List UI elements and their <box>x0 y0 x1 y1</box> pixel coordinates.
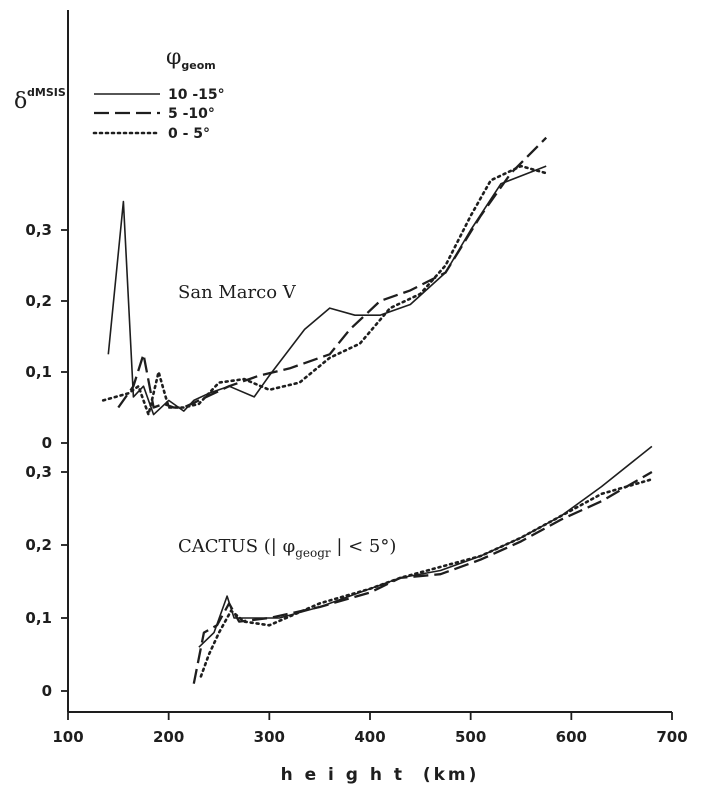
x-tick-label: 300 <box>254 728 285 746</box>
y-axis-label-superscript: dMSIS <box>27 86 66 99</box>
series-line-lower-dashed <box>192 471 653 684</box>
legend-entry-solid: 10 -15° <box>168 87 225 103</box>
series-lines <box>101 136 654 684</box>
series-line-upper-dashed <box>117 136 548 409</box>
y-tick-label: 0,2 <box>25 536 52 554</box>
legend: φgeom 10 -15° 5 -10° 0 - 5° <box>92 45 225 142</box>
legend-entry-dotted: 0 - 5° <box>168 126 210 142</box>
y-tick-label: 0,1 <box>25 609 52 627</box>
x-tick-label: 600 <box>556 728 587 746</box>
tick-labels: 100 200 300 400 500 600 700 h e i g h t (km) δ dM… <box>14 86 688 785</box>
legend-entry-dashed: 5 -10° <box>168 106 215 122</box>
x-tick-label: 400 <box>354 728 385 746</box>
x-axis-label: h e i g h t (km) <box>281 765 480 785</box>
y-tick-label: 0 <box>42 682 52 700</box>
y-tick-label: 0,2 <box>25 292 52 310</box>
y-axis-label: δ <box>14 89 27 114</box>
y-tick-label: 0 <box>42 434 52 452</box>
y-tick-label: 0,1 <box>25 363 52 381</box>
series-line-upper-solid <box>107 165 547 416</box>
x-tick-label: 200 <box>153 728 184 746</box>
x-tick-label: 100 <box>52 728 83 746</box>
y-tick-label: 0,3 <box>25 463 52 481</box>
x-tick-label: 700 <box>656 728 687 746</box>
series-line-lower-dotted <box>199 477 654 678</box>
panel-annotation-upper: San Marco V <box>178 282 297 303</box>
panel-annotation-lower: CACTUS (| φgeogr | < 5°) <box>178 536 396 560</box>
axes <box>61 10 673 720</box>
x-tick-label: 500 <box>455 728 486 746</box>
legend-title: φgeom <box>166 45 216 72</box>
series-line-upper-dotted <box>101 164 548 416</box>
annotations: San Marco V CACTUS (| φgeogr | < 5°) <box>178 282 396 560</box>
y-tick-label: 0,3 <box>25 221 52 239</box>
